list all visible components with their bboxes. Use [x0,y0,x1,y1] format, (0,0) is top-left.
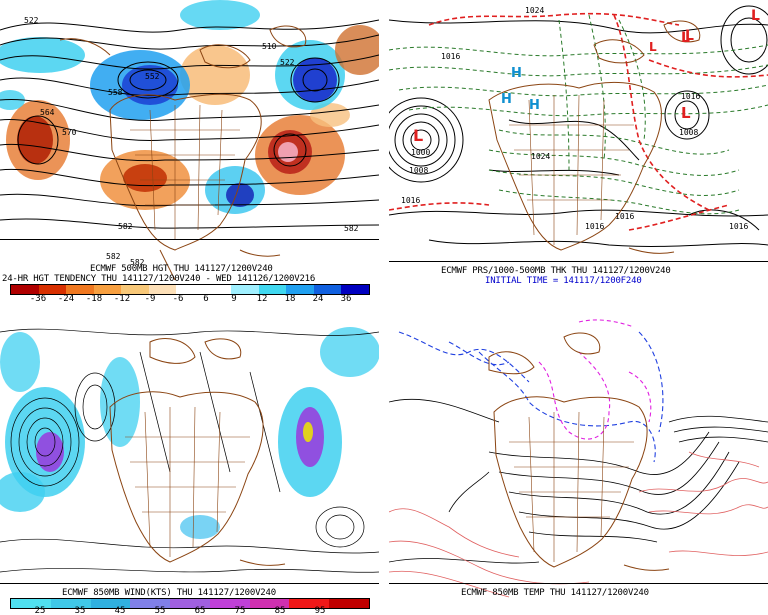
colorbar-tick: -12 [113,294,131,304]
colorbar-tick: 36 [340,294,352,304]
horizontal-divider [0,305,768,312]
isobar-label: 1016 [401,196,421,205]
contour-label: 570 [62,128,77,137]
contour-label: 558 [108,88,123,97]
contour-label: 522 [280,58,295,67]
colorbar-tick: 6 [203,294,209,304]
colorbar-tick: -36 [29,294,47,304]
isobar-label: 1024 [531,152,551,161]
panel-caption-1: ECMWF 850MB WIND(KTS) THU 141127/1200V24… [62,588,276,598]
panel-caption-1: ECMWF 500MB HGT THU 141127/1200V240 [90,264,273,274]
contour-label: 552 [145,72,160,81]
isobar-label: 1016 [681,92,701,101]
panel-caption-1: ECMWF 850MB TEMP THU 141127/1200V240 [461,588,649,598]
panel-caption-1: ECMWF PRS/1000-500MB THK THU 141127/1200… [441,266,671,276]
panel-caption-2: 24-HR HGT TENDENCY THU 141127/1200V240 -… [2,274,316,284]
contour-label: 564 [40,108,55,117]
low-pressure-label: L [649,40,657,54]
colorbar-tick: -6 [172,294,184,304]
map-850mb-wind [0,312,379,615]
isobar-label: 1000 [411,148,431,157]
contour-label: 510 [262,42,277,51]
contour-label: 582 [118,222,133,231]
colorbar-tick: 85 [274,606,286,615]
contour-label: 582 [130,258,145,267]
isobar-label: 1016 [441,52,461,61]
panel-500mb-height: 522 510 522 552 558 564 570 582 582 582 … [0,0,379,305]
colorbar-tick: 45 [114,606,126,615]
map-frame [0,312,379,584]
high-pressure-label: H [501,92,512,107]
map-frame [0,0,379,240]
colorbar-tick: 12 [256,294,268,304]
panel-pressure-thickness: 1024 1016 1000 1008 1016 1016 1024 1016 … [389,0,768,305]
low-pressure-label: L [681,104,691,122]
map-pressure-thickness [389,0,768,305]
colorbar-tick: 65 [194,606,206,615]
contour-label: 582 [106,252,121,261]
panel-caption-2: INITIAL TIME = 141117/1200F240 [485,276,642,286]
contour-label: 582 [344,224,359,233]
low-pressure-label: L [413,126,424,145]
colorbar-tick: -18 [85,294,103,304]
low-pressure-label: L [685,28,694,44]
tendency-colorbar [10,284,370,295]
high-pressure-label: H [529,98,540,113]
wind-colorbar-ticks: 25 35 45 55 65 75 85 95 [20,606,340,615]
colorbar-tick: 25 [34,606,46,615]
map-frame [389,0,768,262]
low-pressure-label: L [751,8,760,24]
low-pressure-label: L [681,30,690,46]
colorbar-tick: 75 [234,606,246,615]
map-500mb-height [0,0,379,305]
map-frame [389,312,768,584]
isobar-label: 1008 [409,166,429,175]
colorbar-tick: 55 [154,606,166,615]
colorbar-tick: 18 [284,294,296,304]
panel-850mb-temp: ECMWF 850MB TEMP THU 141127/1200V240 [389,312,768,615]
isobar-label: 1016 [729,222,749,231]
high-pressure-label: H [511,66,522,81]
isobar-label: 1016 [585,222,605,231]
colorbar-tick: -24 [57,294,75,304]
tendency-colorbar-ticks: -36 -24 -18 -12 -9 -6 6 9 12 18 24 36 [24,294,360,304]
isobar-label: 1024 [525,6,545,15]
colorbar-tick: 35 [74,606,86,615]
isobar-label: 1008 [679,128,699,137]
colorbar-tick: -9 [144,294,156,304]
colorbar-tick: 9 [231,294,237,304]
contour-label: 522 [24,16,39,25]
map-850mb-temp [389,312,768,615]
wind-colorbar [10,598,370,609]
isobar-label: 1016 [615,212,635,221]
colorbar-tick: 95 [314,606,326,615]
panel-850mb-wind: ECMWF 850MB WIND(KTS) THU 141127/1200V24… [0,312,379,615]
colorbar-tick: 24 [312,294,324,304]
